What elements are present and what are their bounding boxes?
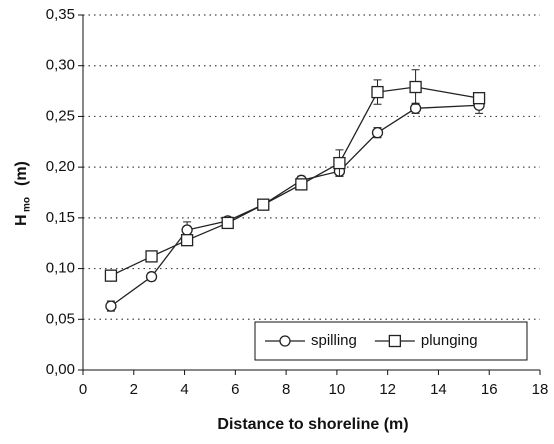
data-point bbox=[333, 156, 346, 170]
data-point bbox=[145, 250, 158, 263]
data-point bbox=[181, 224, 193, 236]
y-tick-label: 0,35 bbox=[46, 6, 75, 23]
data-point bbox=[105, 300, 117, 312]
legend-marker bbox=[388, 334, 402, 348]
x-tick-label: 16 bbox=[481, 381, 498, 398]
data-point bbox=[472, 92, 486, 105]
series-line bbox=[110, 86, 480, 277]
legend-label: plunging bbox=[421, 332, 478, 349]
data-point bbox=[104, 269, 118, 282]
series-line bbox=[110, 104, 480, 307]
data-point bbox=[409, 102, 422, 114]
y-tick-label: 0,10 bbox=[46, 260, 75, 277]
data-point bbox=[221, 216, 234, 230]
legend-label: spilling bbox=[311, 332, 357, 349]
y-label-unit: (m) bbox=[13, 161, 30, 186]
y-label-main: H bbox=[13, 214, 30, 226]
y-tick-label: 0,15 bbox=[46, 209, 75, 226]
data-point bbox=[257, 198, 270, 211]
x-tick-label: 12 bbox=[379, 381, 396, 398]
x-tick-label: 18 bbox=[532, 381, 549, 398]
x-axis-label: Distance to shoreline (m) bbox=[217, 416, 408, 433]
data-point bbox=[409, 80, 422, 94]
x-tick-label: 4 bbox=[180, 381, 188, 398]
x-tick-label: 2 bbox=[130, 381, 138, 398]
data-point bbox=[371, 85, 384, 99]
x-tick-label: 8 bbox=[282, 381, 290, 398]
x-tick-label: 6 bbox=[231, 381, 239, 398]
data-point bbox=[145, 271, 158, 283]
legend-marker bbox=[279, 335, 291, 347]
data-point bbox=[295, 178, 308, 191]
data-point bbox=[180, 234, 194, 247]
y-axis-label: H mo (m) bbox=[13, 161, 32, 226]
y-tick-label: 0,25 bbox=[46, 107, 75, 124]
y-tick-label: 0,00 bbox=[46, 361, 75, 378]
y-tick-label: 0,05 bbox=[46, 310, 75, 327]
y-label-sub: mo bbox=[22, 197, 33, 212]
x-tick-label: 0 bbox=[79, 381, 87, 398]
y-tick-label: 0,20 bbox=[46, 158, 75, 175]
data-point bbox=[371, 127, 384, 139]
x-tick-label: 14 bbox=[430, 381, 447, 398]
y-tick-label: 0,30 bbox=[46, 57, 75, 74]
x-tick-label: 10 bbox=[329, 381, 346, 398]
